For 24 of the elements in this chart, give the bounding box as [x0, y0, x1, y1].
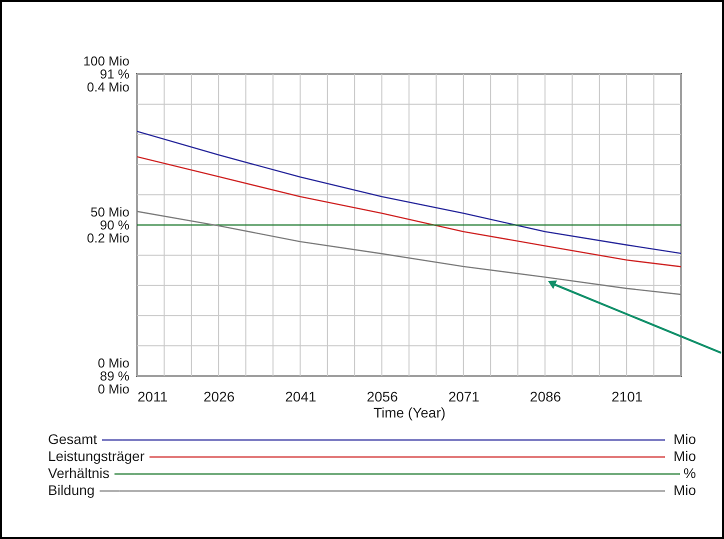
legend-label: Bildung — [48, 482, 95, 498]
x-tick-label: 2041 — [285, 388, 316, 404]
y3-tick-label: 0.2 Mio — [86, 230, 130, 246]
text: Mio — [673, 431, 696, 447]
y-tick-label: 0 Mio — [98, 356, 130, 370]
y2-tick-label: 90 % — [100, 218, 130, 232]
x-tick-label: 2026 — [204, 388, 235, 404]
y3-tick-label: 0.4 Mio — [86, 80, 130, 94]
text: % — [684, 465, 696, 481]
x-tick-label: 2101 — [612, 388, 643, 404]
text: Mio — [673, 448, 696, 464]
text: Mio — [673, 482, 696, 498]
y-tick-label: 100 Mio — [83, 54, 130, 68]
legend-label: Verhältnis — [48, 465, 110, 481]
x-tick-label: 2056 — [366, 388, 398, 404]
x-tick-label: 2086 — [530, 388, 562, 404]
x-tick-label: 2011 — [138, 388, 168, 404]
legend-label: Leistungsträger — [48, 448, 145, 464]
y2-tick-label: 89 % — [100, 368, 130, 384]
y2-tick-label: 91 % — [100, 66, 130, 82]
x-tick-label: 2071 — [448, 388, 480, 404]
legend-label: Gesamt — [48, 431, 98, 447]
y-tick-label: 50 Mio — [90, 204, 130, 220]
x-axis-title: Time (Year) — [373, 404, 446, 420]
